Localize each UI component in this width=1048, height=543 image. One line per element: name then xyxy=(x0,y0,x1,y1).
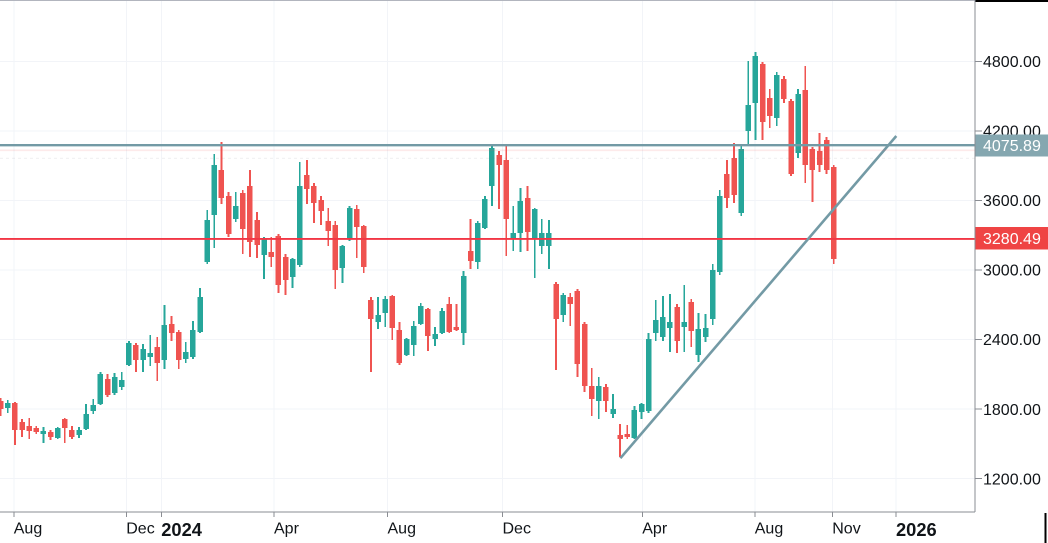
svg-text:Aug: Aug xyxy=(755,521,783,538)
svg-text:Aug: Aug xyxy=(14,521,42,538)
svg-text:2400.00: 2400.00 xyxy=(983,332,1041,349)
svg-text:4800.00: 4800.00 xyxy=(983,54,1041,71)
svg-text:2026: 2026 xyxy=(896,519,937,540)
svg-text:Dec: Dec xyxy=(503,521,531,538)
svg-text:Aug: Aug xyxy=(388,521,416,538)
svg-text:3000.00: 3000.00 xyxy=(983,263,1041,280)
svg-text:1800.00: 1800.00 xyxy=(983,402,1041,419)
svg-text:3280.49: 3280.49 xyxy=(983,231,1041,248)
svg-text:3600.00: 3600.00 xyxy=(983,193,1041,210)
svg-text:Nov: Nov xyxy=(832,521,860,538)
svg-text:1200.00: 1200.00 xyxy=(983,471,1041,488)
svg-text:4075.89: 4075.89 xyxy=(983,138,1041,155)
svg-text:2024: 2024 xyxy=(161,519,203,540)
svg-text:Dec: Dec xyxy=(126,521,154,538)
svg-text:Apr: Apr xyxy=(642,521,668,538)
svg-text:Apr: Apr xyxy=(274,521,300,538)
